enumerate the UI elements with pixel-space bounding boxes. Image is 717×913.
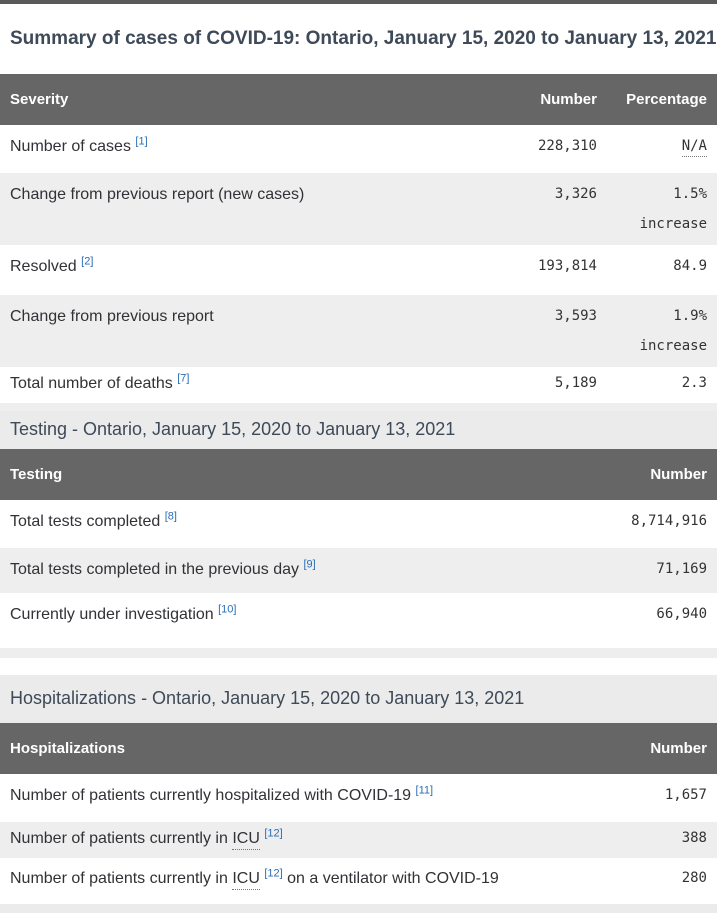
row-label-cell: Total tests completed [8] (0, 500, 587, 548)
column-header-percentage: Percentage (597, 73, 717, 125)
column-header-number: Number (587, 448, 717, 500)
footnote-ref: [8] (165, 510, 177, 522)
severity-table: Severity Number Percentage Number of cas… (0, 73, 717, 411)
column-header-number: Number (482, 73, 597, 125)
hospitalizations-table-header-row: Hospitalizations Number (0, 722, 717, 774)
row-label: Currently under investigation (10, 605, 214, 623)
row-label: Change from previous report (10, 307, 214, 325)
footnote-link[interactable]: [10] (218, 603, 237, 616)
table-row: Total tests completed in the previous da… (0, 547, 717, 593)
percentage-cell: 1.5% increase (597, 172, 717, 245)
percentage-cell: 2.3 (681, 374, 707, 391)
footnote-ref: [12] (264, 827, 282, 839)
table-row: Number of cases [1] 228,310 N/A (0, 125, 717, 173)
testing-table-header-row: Testing Number (0, 448, 717, 500)
table-row: Change from previous report 3,593 1.9% i… (0, 294, 717, 367)
table-row: Number of patients currently in ICU [12]… (0, 821, 717, 858)
row-label-cell: Number of patients currently in ICU [12] (0, 821, 587, 858)
footnote-ref: [11] (416, 784, 434, 796)
table-row: Number of patients currently hospitalize… (0, 774, 717, 822)
page-title: Summary of cases of COVID-19: Ontario, J… (10, 27, 717, 49)
testing-table: Testing Number Total tests completed [8]… (0, 448, 717, 658)
number-cell: 3,326 (482, 172, 597, 245)
row-label: Total tests completed (10, 512, 161, 530)
footnote-ref: [1] (135, 135, 147, 147)
footnote-link[interactable]: [11] (415, 784, 434, 797)
number-cell: 280 (681, 869, 707, 886)
row-label-cell: Number of patients currently in ICU [12]… (0, 858, 587, 900)
percentage-note: increase (639, 337, 707, 354)
footnote-ref: [12] (264, 867, 282, 879)
number-cell: 193,814 (537, 257, 597, 274)
row-label: Total number of deaths (10, 374, 173, 392)
row-label: Change from previous report (new cases) (10, 185, 305, 203)
number-cell: 5,189 (554, 374, 597, 391)
number-cell: 1,657 (664, 786, 707, 803)
section-spacer (0, 658, 717, 675)
number-cell: 66,940 (656, 605, 707, 622)
percentage-cell: N/A (597, 125, 717, 173)
row-label-cell: Number of patients currently hospitalize… (0, 774, 587, 822)
footnote-link[interactable]: [1] (135, 135, 148, 148)
number-cell: 388 (587, 821, 717, 858)
row-label-cell: Total tests completed in the previous da… (0, 547, 587, 593)
row-label-cell: Change from previous report (new cases) (0, 172, 482, 245)
row-label: Number of patients currently in (10, 829, 228, 847)
footnote-link[interactable]: [2] (81, 255, 94, 268)
table-row: Total tests completed [8] 8,714,916 (0, 500, 717, 548)
table-row: Change from previous report (new cases) … (0, 172, 717, 245)
percentage-note: increase (639, 215, 707, 232)
table-row: Currently under investigation [10] 66,94… (0, 593, 717, 648)
hospitalizations-section-heading: Hospitalizations - Ontario, January 15, … (0, 674, 717, 723)
testing-section-heading: Testing - Ontario, January 15, 2020 to J… (0, 410, 717, 449)
severity-table-header-row: Severity Number Percentage (0, 73, 717, 125)
column-header-testing: Testing (0, 448, 587, 500)
empty-stripe-row (0, 402, 717, 411)
next-section-band-cutoff (0, 903, 717, 913)
footnote-ref: [9] (304, 558, 316, 570)
row-label-suffix: on a ventilator with COVID-19 (287, 869, 499, 887)
icu-abbr: ICU (232, 829, 260, 850)
table-row: Number of patients currently in ICU [12]… (0, 858, 717, 900)
number-cell: 3,593 (482, 294, 597, 367)
row-label: Number of patients currently in (10, 869, 228, 887)
percentage-cell: 84.9 (673, 257, 707, 274)
row-label-cell: Currently under investigation [10] (0, 593, 587, 648)
column-header-severity: Severity (0, 73, 482, 125)
number-cell: 8,714,916 (631, 512, 707, 529)
column-header-hospitalizations: Hospitalizations (0, 722, 587, 774)
hospitalizations-table: Hospitalizations Number Number of patien… (0, 722, 717, 900)
footnote-ref: [7] (177, 372, 189, 384)
footnote-link[interactable]: [12] (264, 827, 283, 840)
row-label: Total tests completed in the previous da… (10, 560, 300, 578)
table-row: Resolved [2] 193,814 84.9 (0, 245, 717, 295)
row-label-cell: Total number of deaths [7] (0, 367, 482, 403)
footnote-link[interactable]: [9] (303, 558, 316, 571)
empty-stripe-row (0, 647, 717, 658)
footnote-ref: [10] (218, 603, 236, 615)
na-abbr: N/A (681, 137, 707, 157)
row-label-cell: Number of cases [1] (0, 125, 482, 173)
row-label: Number of cases (10, 137, 131, 155)
row-label-cell: Resolved [2] (0, 245, 482, 295)
number-cell: 71,169 (587, 547, 717, 593)
footnote-ref: [2] (81, 255, 93, 267)
top-edge-strip (0, 0, 717, 4)
footnote-link[interactable]: [7] (177, 372, 190, 385)
percentage-value: 1.9% (673, 307, 707, 324)
table-row: Total number of deaths [7] 5,189 2.3 (0, 367, 717, 403)
row-label: Number of patients currently hospitalize… (10, 786, 412, 804)
percentage-cell: 1.9% increase (597, 294, 717, 367)
footnote-link[interactable]: [12] (264, 867, 283, 880)
column-header-number: Number (587, 722, 717, 774)
row-label: Resolved (10, 257, 77, 275)
row-label-cell: Change from previous report (0, 294, 482, 367)
footnote-link[interactable]: [8] (164, 510, 177, 523)
percentage-value: 1.5% (673, 185, 707, 202)
number-cell: 228,310 (537, 137, 597, 154)
icu-abbr: ICU (232, 869, 260, 890)
